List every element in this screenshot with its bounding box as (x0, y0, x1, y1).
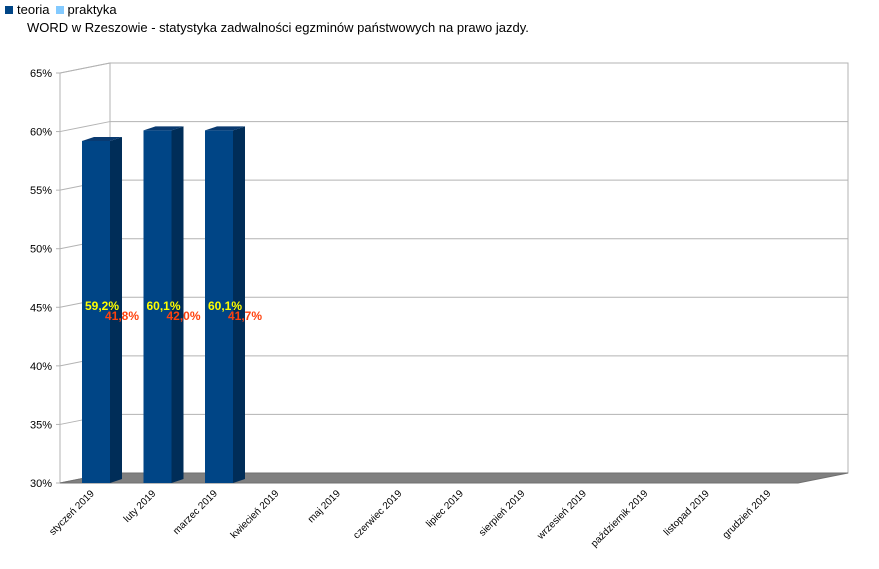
x-tick-label: maj 2019 (306, 488, 343, 525)
chart-title: WORD w Rzeszowie - statystyka zadwalnośc… (27, 20, 529, 35)
y-tick-label: 55% (30, 185, 52, 197)
bar-teoria-top (143, 126, 184, 131)
data-label-praktyka: 42,0% (166, 309, 200, 323)
bar-teoria-front (143, 130, 172, 483)
y-tick-label: 35% (30, 419, 52, 431)
x-tick-label: grudzień 2019 (721, 488, 774, 541)
y-tick-label: 65% (30, 68, 52, 80)
bar-teoria-front (205, 130, 233, 483)
y-tick-label: 50% (30, 244, 52, 256)
data-label-teoria: 60,1% (146, 299, 180, 313)
gridline-side (59, 62, 111, 74)
gridline-side (59, 121, 111, 133)
x-tick-label: kwiecień 2019 (229, 488, 282, 541)
data-label-praktyka: 41,7% (228, 309, 262, 323)
legend: teoria praktyka (5, 2, 117, 17)
bar-teoria (205, 126, 245, 484)
x-tick-label: luty 2019 (122, 488, 159, 525)
y-tick-label: 40% (30, 361, 52, 373)
y-tick-label: 30% (30, 478, 52, 490)
data-label-teoria: 59,2% (85, 299, 119, 313)
legend-label-teoria: teoria (17, 2, 50, 17)
bar-teoria-side (110, 136, 122, 483)
bar-teoria (82, 136, 122, 483)
bar-teoria (143, 126, 184, 484)
x-tick-label: czerwiec 2019 (351, 488, 404, 541)
bar-teoria-top (82, 136, 122, 141)
bar-teoria-side (233, 126, 245, 484)
data-label-teoria: 60,1% (208, 299, 242, 313)
x-tick-label: sierpień 2019 (477, 488, 528, 539)
data-label-praktyka: 41,8% (105, 309, 139, 323)
x-tick-label: wrzesień 2019 (535, 488, 589, 542)
bar-teoria-top (205, 126, 245, 131)
x-tick-label: listopad 2019 (662, 488, 712, 538)
legend-label-praktyka: praktyka (67, 2, 117, 17)
legend-swatch-teoria (5, 5, 13, 14)
bar-teoria-front (82, 140, 110, 483)
x-tick-label: październik 2019 (589, 488, 651, 550)
bar-teoria-side (171, 126, 184, 484)
x-tick-label: styczeń 2019 (47, 488, 97, 538)
y-tick-label: 60% (30, 127, 52, 139)
y-tick-label: 45% (30, 302, 52, 314)
legend-swatch-praktyka (55, 5, 64, 14)
x-tick-label: lipiec 2019 (424, 488, 466, 530)
x-tick-label: marzec 2019 (171, 488, 220, 537)
